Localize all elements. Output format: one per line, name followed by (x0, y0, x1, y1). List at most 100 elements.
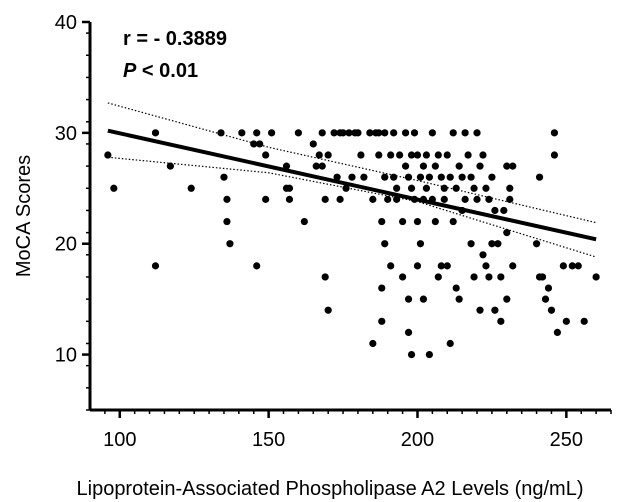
regression-line (107, 128, 597, 242)
data-point (422, 184, 431, 192)
data-point (488, 240, 496, 248)
data-point (354, 129, 362, 137)
data-point (250, 140, 258, 148)
data-point (223, 217, 231, 226)
data-point (151, 262, 160, 270)
data-point (381, 129, 389, 137)
data-point (315, 151, 323, 159)
data-point (443, 151, 451, 159)
data-point (506, 195, 514, 203)
data-point (396, 151, 404, 159)
x-axis-title: Lipoprotein-Associated Phospholipase A2 … (77, 478, 584, 500)
data-point (342, 184, 350, 192)
correlation-annotation: r = - 0.3889 (123, 28, 227, 50)
data-point (404, 173, 413, 181)
data-point (393, 195, 401, 203)
x-tick-label-200: 200 (401, 429, 434, 451)
data-point (446, 339, 454, 348)
data-point (464, 151, 472, 159)
data-point (482, 262, 490, 270)
data-point (509, 262, 517, 270)
data-point (413, 262, 422, 270)
data-point (443, 262, 451, 270)
p-value-text: < 0.01 (136, 60, 198, 82)
data-point (333, 173, 341, 181)
data-point (381, 173, 389, 181)
data-point (506, 184, 514, 192)
data-point (473, 129, 481, 137)
plot-area: 10 20 30 40 100 150 200 250 (55, 12, 612, 451)
data-point (384, 195, 392, 203)
data-point (268, 129, 276, 137)
data-point (503, 162, 511, 170)
data-point (285, 195, 294, 203)
data-point (378, 217, 386, 226)
data-point (494, 240, 502, 248)
data-point (488, 173, 496, 181)
data-point (568, 262, 576, 270)
data-point (509, 162, 517, 170)
data-point (381, 240, 389, 248)
data-point (151, 129, 160, 137)
data-point (449, 129, 457, 137)
data-point (262, 195, 270, 203)
data-point (479, 251, 487, 259)
data-point (357, 151, 365, 159)
data-point (387, 151, 395, 159)
data-point (413, 217, 422, 226)
data-point (440, 195, 448, 203)
data-point (318, 129, 326, 137)
data-point (467, 240, 475, 248)
data-point (535, 173, 544, 181)
data-point (440, 184, 448, 192)
data-point (437, 262, 445, 270)
x-tick-label-100: 100 (103, 429, 136, 451)
data-point (378, 317, 386, 325)
data-point (500, 206, 508, 215)
y-tick-label-10: 10 (55, 345, 77, 367)
confidence-band-lower (107, 156, 597, 258)
data-point (446, 173, 454, 181)
data-point (503, 295, 511, 303)
data-point (550, 129, 559, 137)
data-point (390, 173, 398, 181)
data-point (166, 162, 174, 170)
data-point (461, 195, 469, 203)
data-point (407, 151, 416, 159)
data-point (404, 295, 413, 303)
data-point (541, 295, 550, 303)
data-point (482, 184, 490, 192)
data-point (220, 173, 228, 181)
data-point (574, 262, 582, 270)
data-point (559, 262, 567, 270)
data-point (473, 195, 481, 203)
data-point (369, 195, 377, 203)
data-point (419, 162, 428, 170)
data-point (399, 273, 407, 281)
data-point (318, 162, 326, 170)
y-axis-title: MoCA Scores (13, 155, 35, 277)
data-point (458, 173, 466, 181)
data-point (294, 129, 302, 137)
data-point (431, 162, 439, 170)
data-point (336, 195, 344, 203)
data-point (452, 284, 460, 292)
data-point (262, 151, 270, 159)
data-point (491, 306, 499, 314)
p-symbol: P (123, 60, 137, 82)
data-point (553, 328, 562, 336)
data-point (503, 229, 511, 237)
data-point (256, 140, 264, 148)
p-value-annotation: P < 0.01 (123, 60, 198, 82)
data-point (387, 262, 395, 270)
data-point (437, 173, 445, 181)
data-point (399, 217, 407, 226)
data-point (479, 151, 487, 159)
data-point (223, 195, 231, 203)
data-point (485, 195, 493, 203)
data-point (470, 184, 478, 192)
data-point (467, 173, 475, 181)
data-point (419, 295, 428, 303)
data-point (321, 273, 329, 281)
data-point (360, 173, 368, 181)
